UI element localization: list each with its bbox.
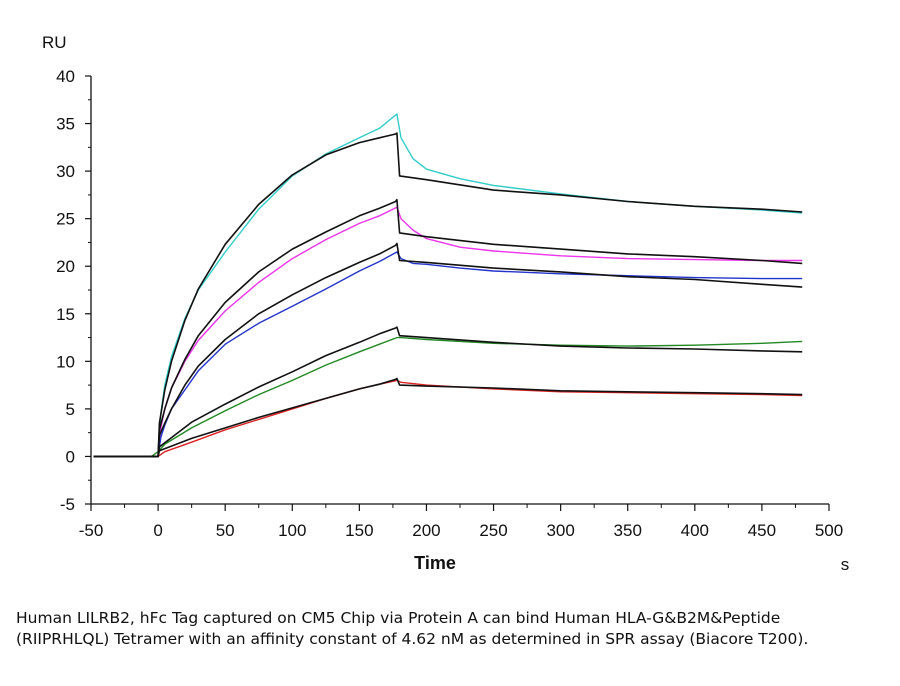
figure-caption: Human LILRB2, hFc Tag captured on CM5 Ch… — [16, 609, 809, 648]
x-ticks: -50 0 50 100 150 200 250 300 350 400 450 500 — [79, 504, 843, 540]
fit-curve — [93, 242, 803, 458]
x-tick-label: 0 — [153, 521, 162, 540]
y-tick-label: 5 — [66, 400, 75, 419]
y-tick-label: 25 — [56, 210, 75, 229]
x-axis-unit: s — [841, 555, 850, 574]
x-tick-label: 150 — [345, 521, 373, 540]
plot-lines — [93, 113, 803, 458]
y-tick-label: 15 — [56, 305, 75, 324]
x-tick-label: 50 — [216, 521, 235, 540]
y-tick-label: 0 — [66, 447, 75, 466]
y-tick-label: 30 — [56, 162, 75, 181]
fit-curve — [93, 377, 803, 458]
y-tick-label: 35 — [56, 115, 75, 134]
y-ticks: -5 0 5 10 15 20 25 30 35 40 — [56, 67, 91, 514]
x-tick-label: 200 — [412, 521, 440, 540]
y-tick-label: 40 — [56, 67, 75, 86]
x-tick-label: 450 — [748, 521, 776, 540]
y-axis-label: RU — [42, 33, 67, 52]
y-tick-label: 20 — [56, 257, 75, 276]
series-line-cyan — [93, 113, 803, 458]
x-tick-label: 250 — [479, 521, 507, 540]
series-line-magenta — [93, 206, 803, 458]
fit-curve — [93, 132, 803, 458]
y-tick-label: 10 — [56, 352, 75, 371]
x-tick-label: 300 — [546, 521, 574, 540]
fit-curve — [93, 198, 803, 458]
series-line-green — [93, 336, 803, 458]
x-tick-label: 400 — [681, 521, 709, 540]
fit-curve — [93, 326, 803, 458]
x-tick-label: 350 — [614, 521, 642, 540]
x-axis-label: Time — [414, 553, 456, 573]
x-tick-label: 500 — [815, 521, 843, 540]
x-tick-label: -50 — [79, 521, 104, 540]
series-line-blue — [93, 251, 803, 458]
y-tick-label: -5 — [60, 495, 75, 514]
x-tick-label: 100 — [278, 521, 306, 540]
